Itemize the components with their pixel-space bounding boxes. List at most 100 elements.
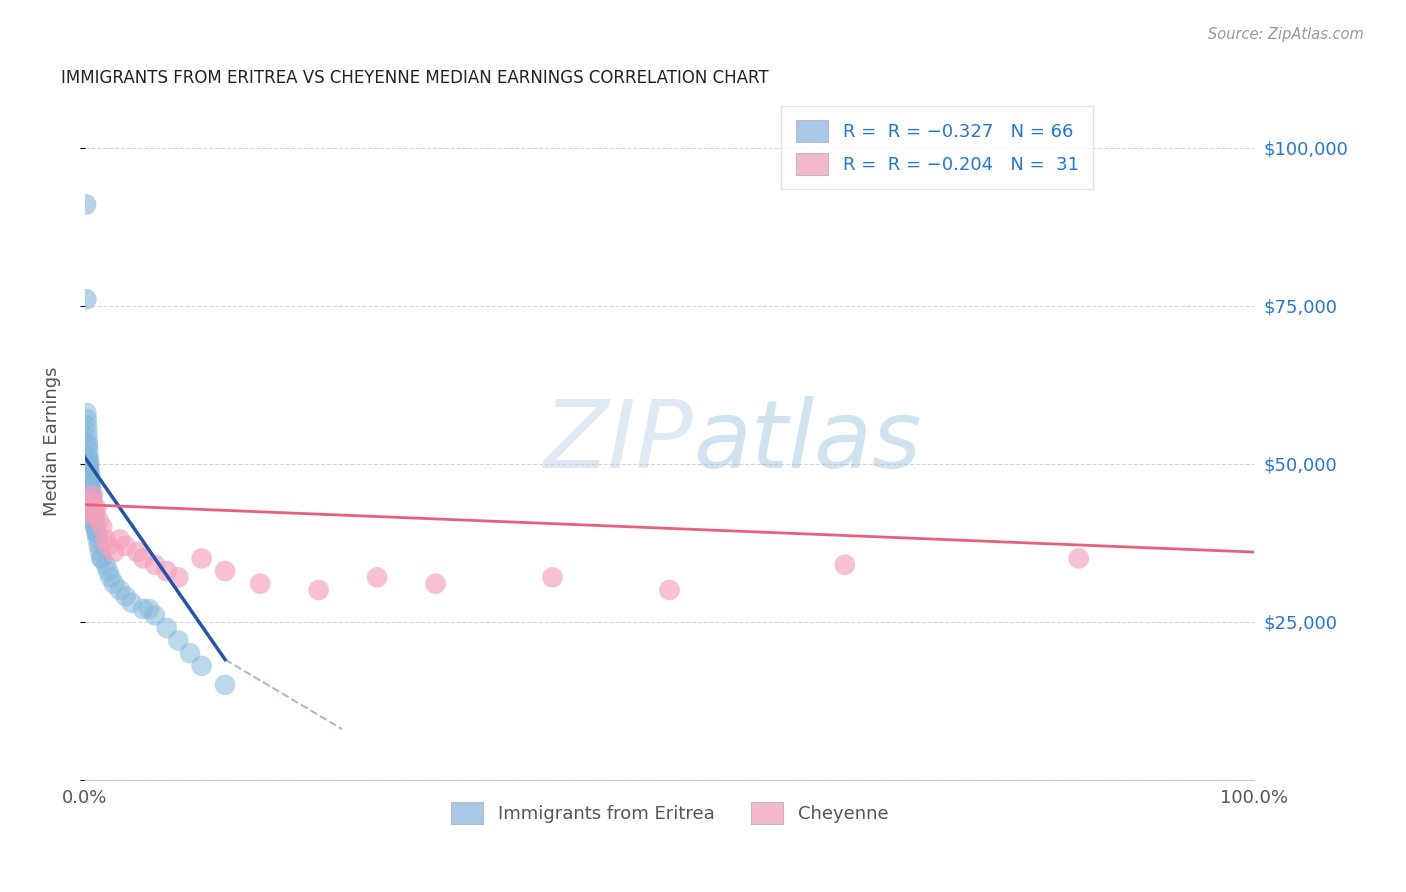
Point: [84, 520, 107, 534]
Y-axis label: Median Earnings: Median Earnings: [44, 367, 60, 516]
Point: [83, 514, 105, 528]
Point: [84, 520, 107, 534]
Point: [82, 500, 104, 515]
Point: [77, 457, 100, 471]
Point: [79, 463, 101, 477]
Point: [214, 678, 236, 692]
Point: [80, 494, 103, 508]
Point: [79, 475, 101, 490]
Point: [138, 602, 160, 616]
Text: atlas: atlas: [693, 396, 921, 487]
Point: [83, 507, 105, 521]
Point: [80, 482, 103, 496]
Point: [77, 450, 100, 465]
Point: [249, 576, 271, 591]
Point: [834, 558, 856, 572]
Point: [143, 608, 166, 623]
Point: [86, 526, 108, 541]
Point: [190, 551, 212, 566]
Point: [75, 197, 97, 211]
Point: [103, 545, 125, 559]
Text: ZIP: ZIP: [543, 396, 693, 487]
Point: [77, 450, 100, 465]
Point: [75, 293, 97, 307]
Point: [82, 500, 104, 515]
Point: [114, 590, 136, 604]
Point: [91, 520, 114, 534]
Point: [86, 533, 108, 547]
Point: [76, 406, 98, 420]
Point: [79, 475, 101, 490]
Point: [308, 582, 330, 597]
Point: [83, 514, 105, 528]
Point: [77, 437, 100, 451]
Point: [77, 500, 100, 515]
Point: [89, 545, 111, 559]
Point: [87, 539, 110, 553]
Point: [108, 533, 131, 547]
Point: [79, 469, 101, 483]
Point: [132, 551, 155, 566]
Point: [76, 412, 98, 426]
Point: [87, 514, 110, 528]
Point: [79, 500, 101, 515]
Point: [658, 582, 681, 597]
Point: [143, 558, 166, 572]
Point: [79, 482, 101, 496]
Point: [80, 494, 103, 508]
Point: [79, 507, 101, 521]
Point: [79, 475, 101, 490]
Point: [77, 457, 100, 471]
Point: [77, 494, 100, 508]
Point: [132, 602, 155, 616]
Point: [83, 514, 105, 528]
Point: [80, 494, 103, 508]
Point: [541, 570, 564, 584]
Point: [103, 576, 125, 591]
Point: [214, 564, 236, 578]
Point: [155, 621, 177, 635]
Point: [79, 463, 101, 477]
Point: [190, 658, 212, 673]
Point: [84, 507, 107, 521]
Point: [83, 500, 105, 515]
Point: [83, 507, 105, 521]
Point: [97, 564, 120, 578]
Point: [1067, 551, 1090, 566]
Point: [114, 539, 136, 553]
Text: Source: ZipAtlas.com: Source: ZipAtlas.com: [1208, 27, 1364, 42]
Point: [167, 570, 190, 584]
Point: [79, 469, 101, 483]
Point: [82, 500, 104, 515]
Point: [80, 494, 103, 508]
Point: [90, 551, 112, 566]
Point: [121, 596, 143, 610]
Point: [80, 494, 103, 508]
Point: [77, 457, 100, 471]
Point: [76, 437, 98, 451]
Point: [94, 558, 117, 572]
Point: [76, 425, 98, 439]
Point: [91, 551, 114, 566]
Point: [79, 469, 101, 483]
Point: [366, 570, 388, 584]
Legend: Immigrants from Eritrea, Cheyenne: Immigrants from Eritrea, Cheyenne: [443, 795, 896, 831]
Point: [179, 646, 201, 660]
Point: [76, 431, 98, 445]
Text: IMMIGRANTS FROM ERITREA VS CHEYENNE MEDIAN EARNINGS CORRELATION CHART: IMMIGRANTS FROM ERITREA VS CHEYENNE MEDI…: [62, 69, 769, 87]
Point: [425, 576, 447, 591]
Point: [84, 520, 107, 534]
Point: [76, 418, 98, 433]
Point: [80, 488, 103, 502]
Point: [79, 482, 101, 496]
Point: [108, 582, 131, 597]
Point: [77, 444, 100, 458]
Point: [86, 526, 108, 541]
Point: [167, 633, 190, 648]
Point: [80, 488, 103, 502]
Point: [127, 545, 149, 559]
Point: [155, 564, 177, 578]
Point: [94, 533, 117, 547]
Point: [82, 488, 104, 502]
Point: [80, 488, 103, 502]
